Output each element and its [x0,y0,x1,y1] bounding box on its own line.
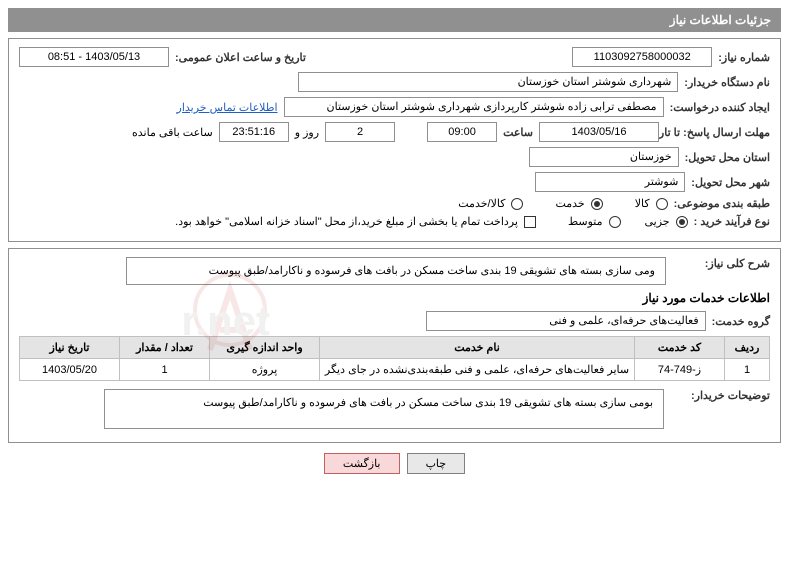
th-code: کد خدمت [635,337,725,359]
th-name: نام خدمت [320,337,635,359]
payment-checkbox[interactable] [524,216,536,228]
buyer-desc-label: توضیحات خریدار: [670,389,770,402]
remaining-label: ساعت باقی مانده [132,126,213,139]
time-label: ساعت [503,126,533,139]
deadline-label: مهلت ارسال پاسخ: تا تاریخ: [665,126,770,139]
radio-medium-group[interactable]: متوسط [568,215,621,228]
radio-kala-group[interactable]: کالا [635,197,668,210]
radio-kalaservice-label: کالا/خدمت [458,197,505,210]
need-desc-box: ومی سازی بسته های تشویقی 19 بندی ساخت مس… [126,257,666,285]
print-button[interactable]: چاپ [407,453,466,474]
requester-value: مصطفی ترابی زاده شوشتر کارپردازی شهرداری… [284,97,664,117]
main-info-panel: شماره نیاز: 1103092758000032 تاریخ و ساع… [8,38,781,242]
contact-link[interactable]: اطلاعات تماس خریدار [177,101,278,114]
button-row: چاپ بازگشت [8,453,781,474]
details-panel: شرح کلی نیاز: ومی سازی بسته های تشویقی 1… [8,248,781,443]
cell-code: ز-749-74 [635,359,725,381]
deadline-date: 1403/05/16 [539,122,659,142]
city-value: شوشتر [535,172,685,192]
radio-kalaservice-group[interactable]: کالا/خدمت [458,197,523,210]
table-header-row: ردیف کد خدمت نام خدمت واحد اندازه گیری ت… [20,337,770,359]
need-desc-label: شرح کلی نیاز: [680,257,770,270]
payment-note: پرداخت تمام یا بخشی از مبلغ خرید،از محل … [175,215,518,228]
th-qty: تعداد / مقدار [120,337,210,359]
time-remaining: 23:51:16 [219,122,289,142]
cell-qty: 1 [120,359,210,381]
cell-date: 1403/05/20 [20,359,120,381]
requester-label: ایجاد کننده درخواست: [670,101,770,114]
radio-icon [609,216,621,228]
announce-label: تاریخ و ساعت اعلان عمومی: [175,51,306,64]
need-number-value: 1103092758000032 [572,47,712,67]
cell-name: سایر فعالیت‌های حرفه‌ای، علمی و فنی طبقه… [320,359,635,381]
need-number-label: شماره نیاز: [718,51,770,64]
back-button[interactable]: بازگشت [324,453,400,474]
table-row: 1 ز-749-74 سایر فعالیت‌های حرفه‌ای، علمی… [20,359,770,381]
buyer-org-value: شهرداری شوشتر استان خوزستان [298,72,678,92]
days-and-label: روز و [295,126,319,139]
radio-icon [591,198,603,210]
buyer-desc-box: بومی سازی بسته های تشویقی 19 بندی ساخت م… [104,389,664,429]
service-group-label: گروه خدمت: [712,315,770,328]
services-table: ردیف کد خدمت نام خدمت واحد اندازه گیری ت… [19,336,770,381]
province-value: خوزستان [529,147,679,167]
deadline-time: 09:00 [427,122,497,142]
th-date: تاریخ نیاز [20,337,120,359]
cell-row: 1 [725,359,770,381]
radio-partial-group[interactable]: جزیی [645,215,688,228]
radio-kala-label: کالا [635,197,650,210]
announce-value: 1403/05/13 - 08:51 [19,47,169,67]
days-remaining: 2 [325,122,395,142]
subject-cat-label: طبقه بندی موضوعی: [674,197,770,210]
th-unit: واحد اندازه گیری [210,337,320,359]
service-group-value: فعالیت‌های حرفه‌ای، علمی و فنی [426,311,706,331]
city-label: شهر محل تحویل: [691,176,770,189]
radio-service-label: خدمت [555,197,584,210]
radio-icon [511,198,523,210]
radio-medium-label: متوسط [568,215,603,228]
page-title-bar: جزئیات اطلاعات نیاز [8,8,781,32]
radio-icon [676,216,688,228]
services-section-label: اطلاعات خدمات مورد نیاز [19,291,770,305]
radio-partial-label: جزیی [645,215,670,228]
buy-process-label: نوع فرآیند خرید : [694,215,770,228]
province-label: استان محل تحویل: [685,151,770,164]
cell-unit: پروژه [210,359,320,381]
buyer-org-label: نام دستگاه خریدار: [684,76,770,89]
th-row: ردیف [725,337,770,359]
radio-icon [656,198,668,210]
radio-service-group[interactable]: خدمت [555,197,602,210]
page-title: جزئیات اطلاعات نیاز [670,13,771,27]
